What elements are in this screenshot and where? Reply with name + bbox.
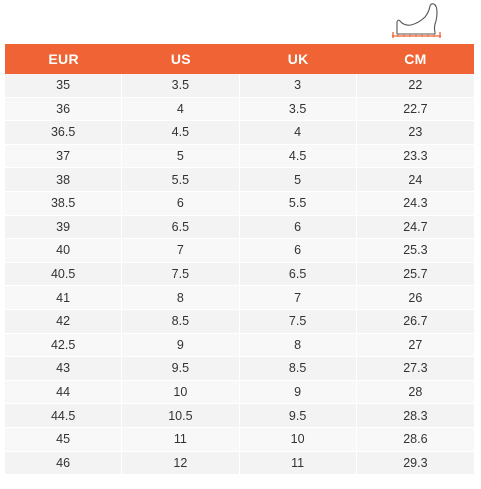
cell-eur: 40: [5, 239, 123, 263]
cell-uk: 4.5: [239, 144, 357, 169]
cell-uk: 8.5: [239, 357, 357, 381]
table-row: 42 8.5 7.5 26.7: [5, 309, 474, 334]
cell-cm: 23.3: [356, 144, 474, 169]
cell-eur: 42.5: [5, 333, 123, 358]
cell-eur: 43: [5, 357, 123, 381]
cell-uk: 6.5: [239, 262, 357, 287]
cell-us: 10: [122, 380, 240, 405]
table-row: 44.5 10.5 9.5 28.3: [5, 404, 474, 428]
cell-us: 8: [122, 286, 240, 310]
cell-eur: 37: [5, 144, 123, 169]
header-uk: UK: [239, 44, 357, 74]
table-row: 43 9.5 8.5 27.3: [5, 357, 474, 381]
cell-us: 8.5: [122, 309, 240, 334]
cell-cm: 26: [356, 286, 474, 310]
cell-cm: 28: [356, 380, 474, 405]
cell-uk: 3.5: [239, 97, 357, 122]
cell-cm: 24.3: [356, 191, 474, 216]
cell-uk: 5: [239, 168, 357, 192]
cell-cm: 27: [356, 333, 474, 358]
table-row: 38 5.5 5 24: [5, 168, 474, 192]
table-row: 40.5 7.5 6.5 25.7: [5, 262, 474, 287]
table-row: 39 6.5 6 24.7: [5, 215, 474, 240]
cell-uk: 5.5: [239, 191, 357, 216]
size-chart-table: EUR US UK CM 35 3.5 3 22 36 4 3.5 22.7 36.5 4.5 4 2…: [5, 44, 474, 476]
cell-eur: 38: [5, 168, 123, 192]
cell-eur: 42: [5, 309, 123, 334]
cell-uk: 4: [239, 121, 357, 145]
cell-eur: 46: [5, 451, 123, 476]
cell-cm: 24.7: [356, 215, 474, 240]
cell-uk: 7.5: [239, 309, 357, 334]
cell-cm: 28.6: [356, 427, 474, 452]
cell-cm: 29.3: [356, 451, 474, 476]
header-eur: EUR: [5, 44, 123, 74]
cell-us: 5: [122, 144, 240, 169]
cell-uk: 10: [239, 427, 357, 452]
cell-us: 11: [122, 427, 240, 452]
table-row: 36.5 4.5 4 23: [5, 121, 474, 145]
table-row: 41 8 7 26: [5, 286, 474, 310]
cell-eur: 35: [5, 74, 123, 98]
cell-us: 4: [122, 97, 240, 122]
cell-eur: 44.5: [5, 404, 123, 428]
size-rows: 35 3.5 3 22 36 4 3.5 22.7 36.5 4.5 4 23 37 5 4.5 23.3 38…: [5, 74, 474, 476]
table-row: 42.5 9 8 27: [5, 333, 474, 358]
cell-us: 12: [122, 451, 240, 476]
cell-cm: 24: [356, 168, 474, 192]
cell-eur: 44: [5, 380, 123, 405]
cell-us: 10.5: [122, 404, 240, 428]
table-row: 37 5 4.5 23.3: [5, 144, 474, 169]
cell-eur: 40.5: [5, 262, 123, 287]
header-us: US: [122, 44, 240, 74]
cell-uk: 9.5: [239, 404, 357, 428]
cell-uk: 6: [239, 215, 357, 240]
cell-cm: 23: [356, 121, 474, 145]
cell-uk: 7: [239, 286, 357, 310]
table-row: 38.5 6 5.5 24.3: [5, 191, 474, 216]
cell-cm: 26.7: [356, 309, 474, 334]
cell-eur: 41: [5, 286, 123, 310]
cell-uk: 11: [239, 451, 357, 476]
cell-eur: 45: [5, 427, 123, 452]
header-cm: CM: [356, 44, 474, 74]
cell-eur: 39: [5, 215, 123, 240]
table-row: 46 12 11 29.3: [5, 451, 474, 476]
cell-us: 7.5: [122, 262, 240, 287]
cell-us: 4.5: [122, 121, 240, 145]
cell-uk: 6: [239, 239, 357, 263]
header-row: EUR US UK CM: [5, 44, 474, 74]
cell-cm: 25.7: [356, 262, 474, 287]
cell-eur: 38.5: [5, 191, 123, 216]
table-row: 35 3.5 3 22: [5, 74, 474, 98]
table-row: 40 7 6 25.3: [5, 239, 474, 263]
cell-us: 6.5: [122, 215, 240, 240]
table-row: 36 4 3.5 22.7: [5, 97, 474, 122]
cell-us: 5.5: [122, 168, 240, 192]
cell-us: 7: [122, 239, 240, 263]
cell-us: 3.5: [122, 74, 240, 98]
cell-eur: 36.5: [5, 121, 123, 145]
cell-eur: 36: [5, 97, 123, 122]
cell-us: 9.5: [122, 357, 240, 381]
cell-cm: 25.3: [356, 239, 474, 263]
table-row: 44 10 9 28: [5, 380, 474, 405]
cell-uk: 9: [239, 380, 357, 405]
cell-uk: 3: [239, 74, 357, 98]
cell-cm: 22.7: [356, 97, 474, 122]
cell-cm: 28.3: [356, 404, 474, 428]
table-row: 45 11 10 28.6: [5, 427, 474, 452]
cell-us: 9: [122, 333, 240, 358]
cell-cm: 27.3: [356, 357, 474, 381]
cell-us: 6: [122, 191, 240, 216]
foot-measure-icon: [392, 3, 441, 38]
cell-uk: 8: [239, 333, 357, 358]
cell-cm: 22: [356, 74, 474, 98]
